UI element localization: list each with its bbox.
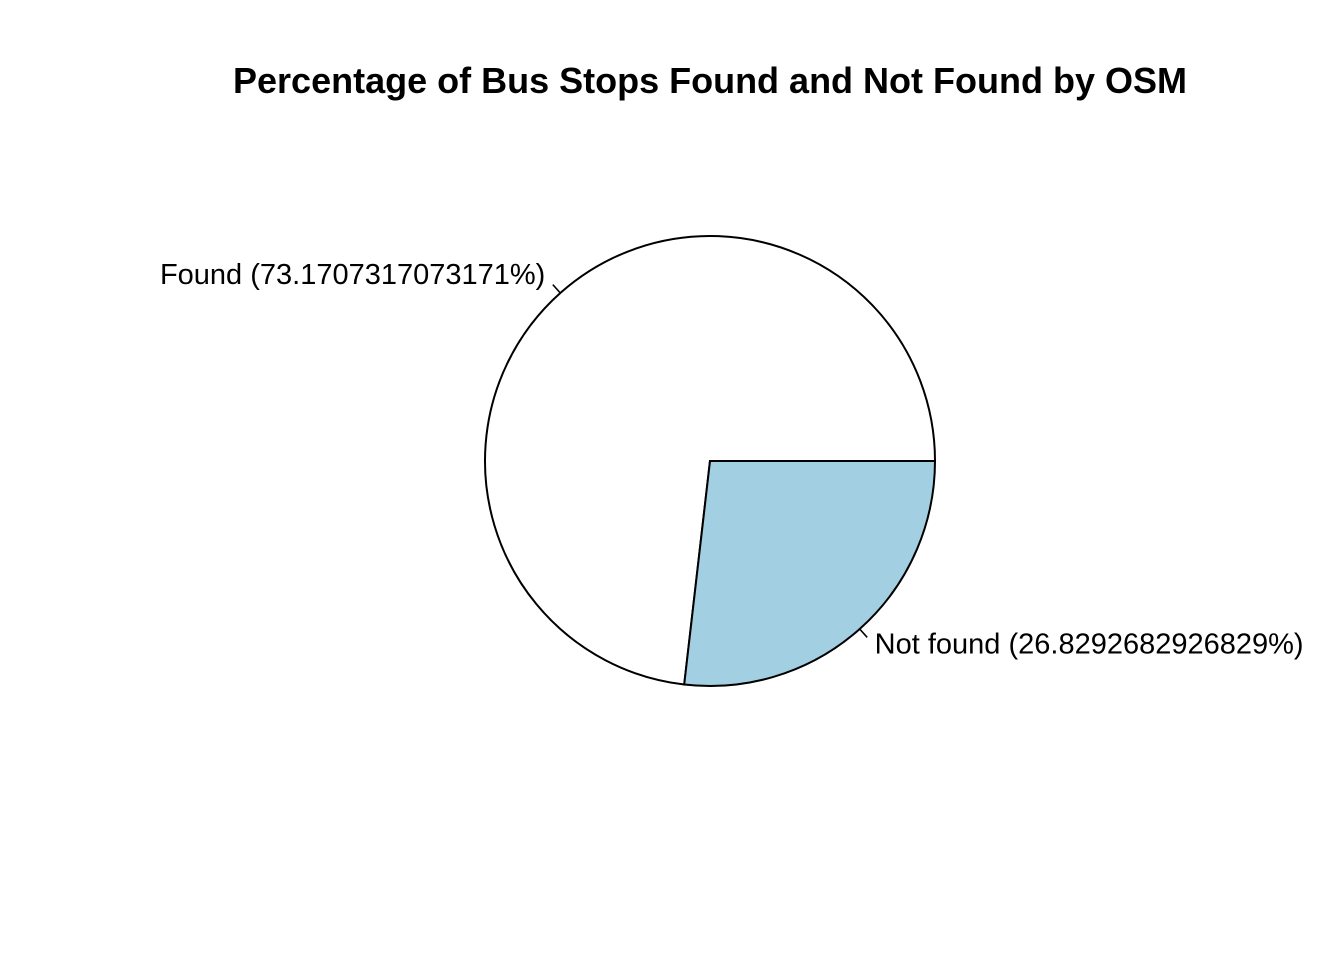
slice-label-found: Found (73.1707317073171%) bbox=[160, 259, 545, 291]
slice-label-not-found: Not found (26.8292682926829%) bbox=[875, 628, 1304, 660]
leader-line-found bbox=[552, 284, 561, 294]
pie-group: Found (73.1707317073171%) Not found (26.8… bbox=[160, 235, 1304, 687]
leader-line-not-found bbox=[859, 628, 868, 638]
pie-slice-not-found bbox=[683, 460, 937, 687]
chart-title: Percentage of Bus Stops Found and Not Fo… bbox=[233, 60, 1187, 101]
